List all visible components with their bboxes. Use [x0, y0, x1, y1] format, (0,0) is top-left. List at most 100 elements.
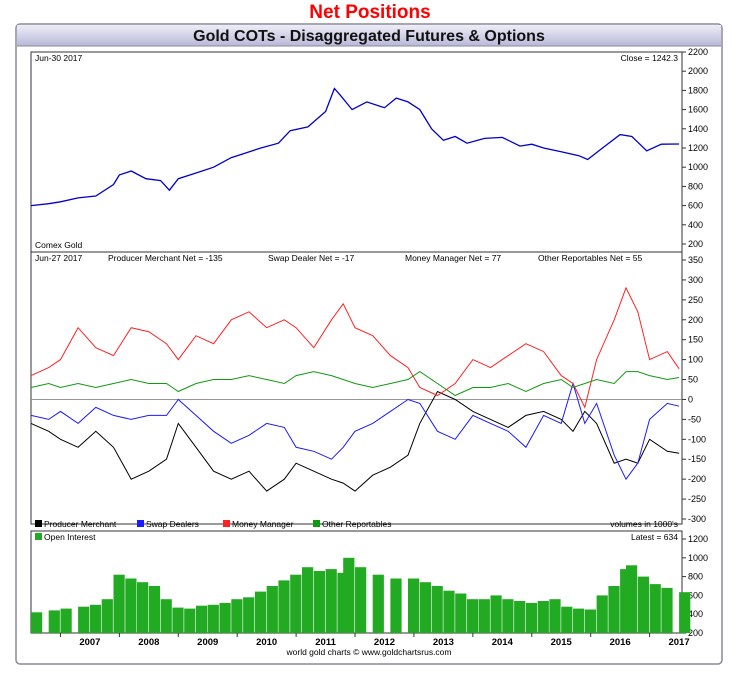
price-y-tick-label: 2200	[688, 47, 708, 57]
cot-y-tick-label: -150	[688, 454, 706, 464]
x-tick-label: 2010	[256, 637, 277, 648]
price-axis: 2200 2000 1800 1600 1400 1200 1000 800 600 400 200	[682, 47, 708, 249]
oi-bar	[101, 599, 113, 633]
oi-bar	[160, 599, 172, 633]
cot-y-tick-label: 0	[688, 394, 693, 404]
oi-bar	[172, 607, 184, 633]
x-tick-label: 2008	[138, 637, 159, 648]
oi-bar	[254, 591, 267, 633]
oi-bar	[502, 599, 514, 633]
oi-bar	[661, 587, 673, 633]
oi-y-tick-label: 400	[688, 609, 703, 619]
oi-bar	[278, 580, 290, 633]
oi-bar	[620, 569, 632, 633]
legend-swatch-swap	[137, 520, 144, 527]
oi-bar	[626, 565, 638, 633]
oi-bar	[431, 586, 443, 633]
cot-y-tick-label: -100	[688, 434, 706, 444]
oi-y-tick-label: 600	[688, 590, 703, 600]
oi-y-tick-label: 1200	[688, 534, 708, 544]
price-y-tick-label: 2000	[688, 66, 708, 76]
oi-bar	[184, 608, 196, 633]
units-label: volumes in 1000's	[610, 519, 678, 529]
legend: Producer Merchant Swap Dealers Money Man…	[35, 519, 391, 529]
oi-bar	[408, 578, 420, 633]
oi-y-tick-label: 800	[688, 572, 703, 582]
oi-bar	[584, 609, 596, 633]
oi-bar	[231, 599, 243, 633]
x-tick-label: 2011	[315, 637, 336, 648]
price-lines	[30, 87, 680, 207]
other-net-label: Other Reportables Net = 55	[538, 253, 642, 263]
oi-bar	[419, 582, 431, 633]
cot-y-tick-label: 200	[688, 315, 703, 325]
price-y-tick-label: 1800	[688, 85, 708, 95]
oi-bar	[337, 572, 349, 633]
money-net-label: Money Manager Net = 77	[405, 253, 501, 263]
price-y-tick-label: 1400	[688, 124, 708, 134]
oi-bar	[514, 601, 526, 633]
x-tick-label: 2009	[197, 637, 218, 648]
oi-bar	[125, 578, 137, 633]
oi-bar	[302, 567, 314, 633]
x-tick-label: 2016	[610, 637, 631, 648]
oi-bar	[637, 576, 649, 633]
cot-date-label: Jun-27 2017	[35, 253, 83, 263]
cot-y-tick-label: 300	[688, 275, 703, 285]
credit-text: world gold charts © www.goldchartsrus.co…	[286, 647, 452, 657]
cot-y-tick-label: 350	[688, 255, 703, 265]
legend-producer: Producer Merchant	[44, 519, 117, 529]
cot-lines	[30, 286, 680, 492]
oi-bar	[573, 608, 585, 633]
oi-bar	[290, 574, 302, 633]
oi-bar	[608, 586, 620, 633]
cot-series-line-producer-merchant	[30, 390, 680, 492]
oi-bar	[537, 601, 549, 633]
cot-series-line-money-manager	[30, 286, 680, 409]
oi-bar	[137, 582, 149, 633]
x-axis: 2007 2008 2009 2010 2011 2012 2013 2014 2015 2016…	[59, 633, 690, 648]
cot-axis: 350 300 250 200 150 100 50 0 -50 -100 -150 -200 -250…	[682, 255, 706, 524]
x-tick-label: 2012	[374, 637, 395, 648]
legend-other: Other Reportables	[322, 519, 391, 529]
legend-money: Money Manager	[232, 519, 294, 529]
cot-y-tick-label: -250	[688, 494, 706, 504]
price-y-tick-label: 600	[688, 201, 703, 211]
x-tick-label: 2015	[551, 637, 573, 648]
legend-swatch-producer	[35, 520, 42, 527]
cot-y-tick-label: -200	[688, 474, 706, 484]
price-y-tick-label: 1200	[688, 143, 708, 153]
legend-swap: Swap Dealers	[146, 519, 199, 529]
oi-bar	[89, 604, 102, 633]
x-tick-label: 2014	[492, 637, 514, 648]
oi-bar	[649, 584, 661, 633]
cot-panel	[30, 251, 683, 525]
cot-y-tick-label: 250	[688, 295, 703, 305]
oi-bar	[343, 557, 355, 633]
legend-swatch-oi	[35, 533, 42, 540]
cot-series-line-other-reportables	[30, 370, 680, 397]
price-y-tick-label: 200	[688, 239, 703, 249]
oi-bar	[266, 586, 278, 633]
oi-latest-label: Latest = 634	[631, 532, 678, 542]
oi-bar	[313, 571, 325, 633]
oi-bars	[31, 557, 691, 633]
oi-bar	[78, 606, 90, 633]
oi-bar	[31, 612, 43, 633]
oi-bar	[679, 592, 691, 633]
cot-y-tick-label: -300	[688, 514, 706, 524]
page-title: Net Positions	[309, 2, 431, 23]
price-series-line	[30, 87, 680, 207]
price-close-label: Close = 1242.3	[621, 53, 679, 63]
oi-bar	[219, 602, 231, 633]
price-series-label: Comex Gold	[35, 240, 83, 250]
x-tick-label: 2013	[433, 637, 454, 648]
cot-y-tick-label: 150	[688, 335, 703, 345]
price-panel	[30, 51, 683, 253]
oi-bar	[561, 606, 573, 633]
oi-bar	[549, 599, 561, 633]
legend-swatch-money	[223, 520, 230, 527]
oi-bar	[325, 569, 337, 633]
oi-bar	[478, 599, 490, 633]
